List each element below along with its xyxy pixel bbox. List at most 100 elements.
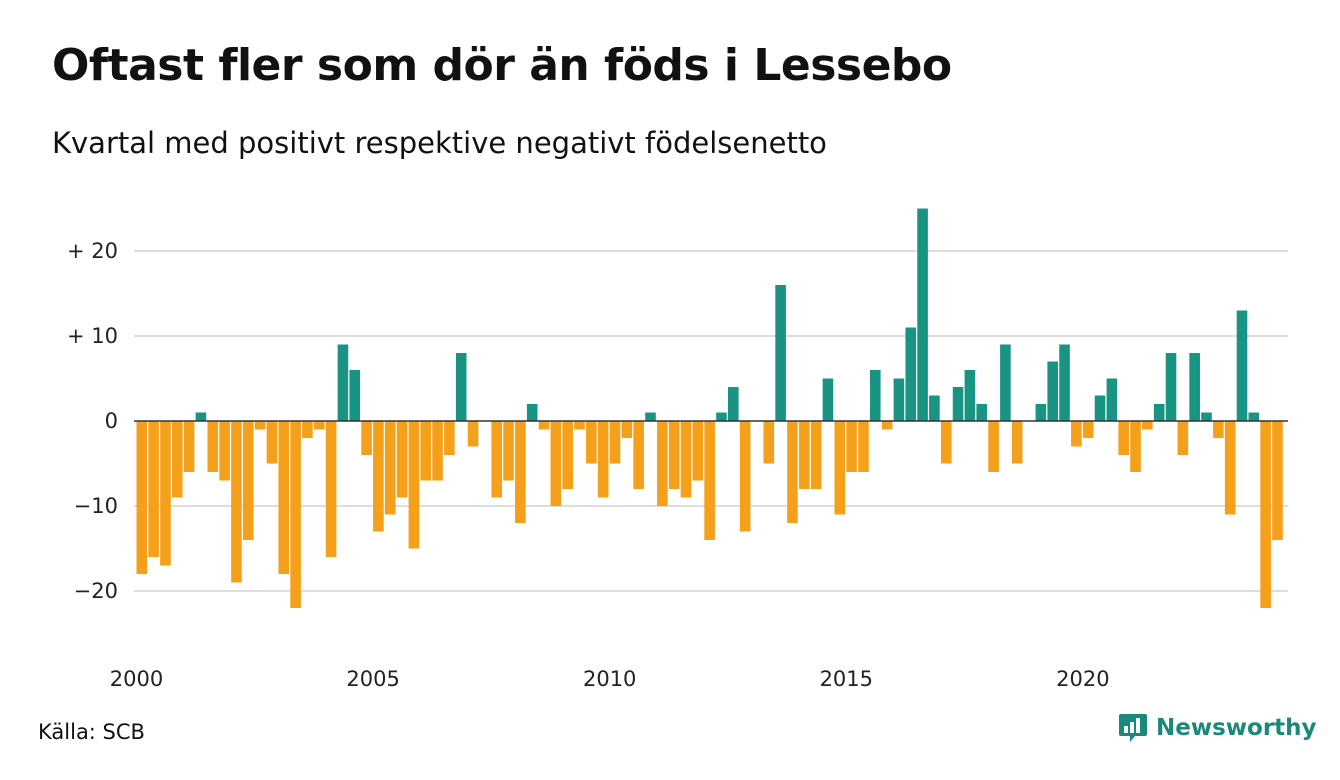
bar-negative	[574, 421, 585, 430]
x-tick-label: 2015	[820, 667, 873, 691]
bar-negative	[810, 421, 822, 489]
bar-negative	[183, 421, 195, 472]
bar-negative	[325, 421, 337, 557]
bar-negative	[396, 421, 408, 498]
bar-negative	[1224, 421, 1236, 515]
bar-chart: + 20 + 10 0 −10 −20 2000 2005 2010 2015 2020	[67, 208, 1288, 691]
bar-positive	[1153, 404, 1165, 421]
bar-negative	[1272, 421, 1283, 540]
chart-subtitle: Kvartal med positivt respektive negativt…	[52, 126, 827, 160]
bar-negative	[988, 421, 999, 472]
bar-negative	[384, 421, 396, 515]
bar-negative	[1071, 421, 1082, 447]
bar-positive	[893, 378, 905, 421]
bar-positive	[1000, 344, 1011, 421]
bar-positive	[526, 404, 538, 421]
bar-negative	[846, 421, 857, 472]
bar-negative	[538, 421, 550, 430]
bar-positive	[455, 353, 467, 421]
bar-negative	[219, 421, 230, 481]
bar-negative	[940, 421, 952, 464]
bar-positive	[905, 327, 917, 421]
bar-negative	[657, 421, 668, 506]
bar-negative	[420, 421, 432, 481]
bar-negative	[881, 421, 893, 430]
bar-negative	[609, 421, 621, 464]
bar-positive	[1059, 344, 1070, 421]
x-tick-label: 2010	[583, 667, 636, 691]
bar-negative	[503, 421, 514, 481]
bar-negative	[278, 421, 290, 574]
bar-negative	[160, 421, 171, 566]
bar-negative	[171, 421, 183, 498]
y-tick-label: + 20	[67, 239, 118, 263]
brand-logo[interactable]: Newsworthy	[1118, 712, 1317, 744]
bar-negative	[1130, 421, 1141, 472]
bar-positive	[728, 387, 739, 421]
bar-negative	[668, 421, 680, 489]
x-tick-label: 2000	[110, 667, 163, 691]
x-axis-labels: 2000 2005 2010 2015 2020	[110, 667, 1110, 691]
source-note: Källa: SCB	[38, 720, 145, 744]
bar-positive	[952, 387, 964, 421]
bar-negative	[231, 421, 242, 583]
bar-negative	[550, 421, 562, 506]
bar-negative	[739, 421, 751, 532]
bar-positive	[349, 370, 361, 421]
bar-negative	[621, 421, 633, 438]
bar-positive	[1106, 378, 1118, 421]
bar-negative	[408, 421, 420, 549]
bar-positive	[964, 370, 976, 421]
bar-negative	[242, 421, 254, 540]
bar-negative	[787, 421, 798, 523]
y-tick-label: −10	[74, 494, 118, 518]
bar-positive	[869, 370, 881, 421]
bar-negative	[1177, 421, 1189, 455]
bar-positive	[716, 412, 727, 421]
bar-positive	[976, 404, 988, 421]
bar-negative	[798, 421, 810, 489]
bar-negative	[1142, 421, 1153, 430]
bar-negative	[515, 421, 526, 523]
bar-positive	[917, 208, 928, 421]
bar-negative	[290, 421, 301, 608]
bar-negative	[834, 421, 846, 515]
chart-title: Oftast fler som dör än föds i Lessebo	[52, 40, 952, 91]
bar-negative	[491, 421, 502, 498]
bars	[136, 208, 1283, 608]
bar-positive	[337, 344, 349, 421]
bar-negative	[148, 421, 159, 557]
brand-name: Newsworthy	[1156, 715, 1317, 741]
bar-negative	[444, 421, 455, 455]
bar-negative	[763, 421, 775, 464]
bar-positive	[645, 412, 656, 421]
bar-positive	[1165, 353, 1177, 421]
bar-positive	[1201, 412, 1212, 421]
bar-negative	[313, 421, 325, 430]
bar-negative	[266, 421, 278, 464]
bar-positive	[929, 395, 940, 421]
y-tick-label: 0	[105, 409, 118, 433]
bar-negative	[1213, 421, 1224, 438]
bar-negative	[597, 421, 609, 498]
bar-positive	[195, 412, 207, 421]
bar-positive	[1248, 412, 1260, 421]
bar-negative	[1011, 421, 1023, 464]
bar-positive	[1094, 395, 1106, 421]
bar-negative	[467, 421, 479, 447]
x-tick-label: 2005	[346, 667, 399, 691]
bar-negative	[361, 421, 372, 455]
bar-negative	[1118, 421, 1129, 455]
bar-negative	[254, 421, 266, 430]
bar-positive	[775, 285, 786, 421]
bar-negative	[633, 421, 644, 489]
bar-negative	[432, 421, 443, 481]
bar-positive	[1236, 310, 1248, 421]
bar-negative	[373, 421, 384, 532]
bar-negative	[680, 421, 692, 498]
bar-negative	[704, 421, 715, 540]
bar-positive	[1035, 404, 1047, 421]
newsworthy-logo-icon	[1119, 714, 1147, 742]
y-tick-label: + 10	[67, 324, 118, 348]
bar-negative	[858, 421, 869, 472]
